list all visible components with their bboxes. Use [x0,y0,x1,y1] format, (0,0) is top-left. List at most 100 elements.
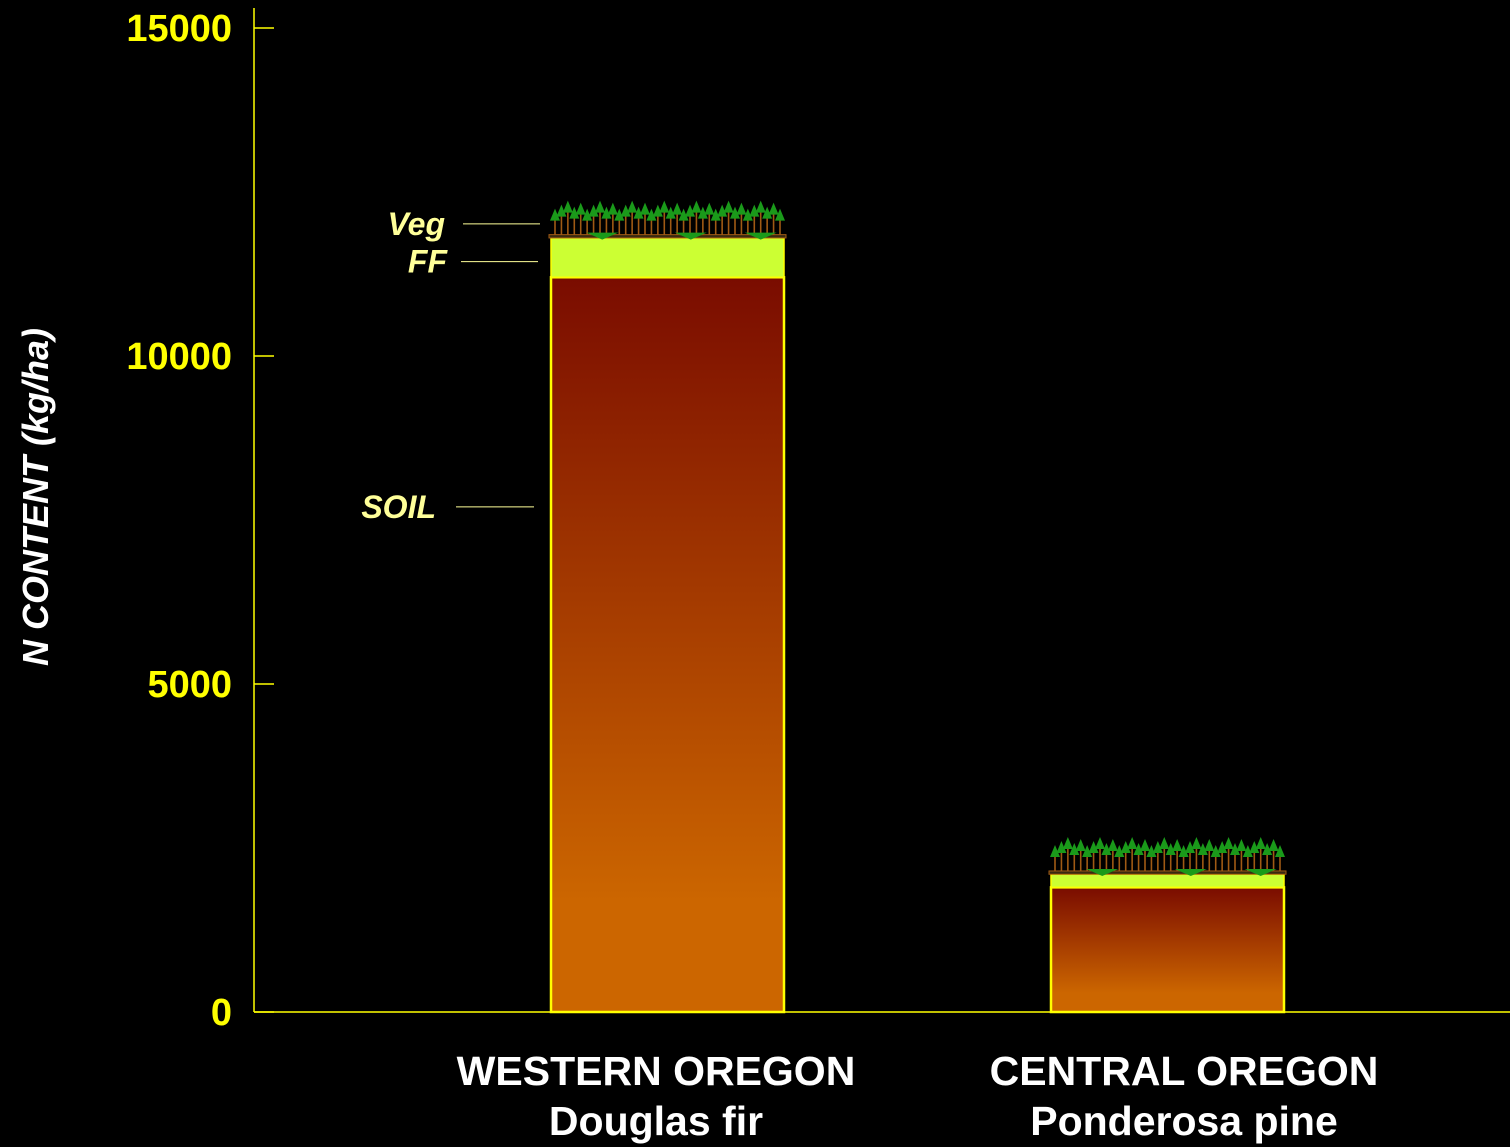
tree-crown [1268,838,1279,851]
tree-crown [1101,842,1112,855]
y-axis-title: N CONTENT (kg/ha) [15,328,56,666]
shrub [586,232,619,240]
tree-crown [1152,840,1163,853]
tree-crown [1262,842,1273,855]
soil-bar-segment [1049,886,1286,1014]
soil-bar-segment [549,276,786,1014]
tree-crown [730,206,740,219]
tree-crown [1242,844,1253,857]
tree-crown [762,206,773,219]
tree-crown [595,200,605,213]
tree-crown [575,202,586,215]
tree-crown [659,200,670,213]
tree-crown [1075,838,1086,851]
layer-label: SOIL [361,489,436,525]
layer-label: Veg [388,206,446,242]
tree-crown [588,204,599,217]
ff-bar-segment [550,237,785,279]
tree-crown [640,202,650,215]
tree-crown [601,206,612,219]
tree-crown [1275,844,1285,857]
tree-crown [736,202,747,215]
tree-crown [678,208,689,221]
y-tick-label: 10000 [126,336,232,378]
tree-crown [633,206,644,219]
bars [548,200,1287,1014]
tree-crown [1165,842,1176,855]
tree-crown [1172,838,1183,851]
tree-crown [1062,836,1073,849]
bar-stack [548,200,787,1014]
tree-crown [550,208,560,221]
tree-crown [627,200,638,213]
tree-crown [1056,840,1067,853]
tree-crown [1114,844,1125,857]
tree-crown [652,204,663,217]
tree-crown [1197,842,1208,855]
tree-crown [704,202,715,215]
tree-crown [1088,840,1099,853]
tree-crown [691,200,702,213]
tree-crown [1204,838,1215,851]
tree-crown [1191,836,1202,849]
tree-crown [672,202,683,215]
tree-crown [1120,840,1131,853]
tree-crown [755,200,766,213]
tree-crown [1095,836,1105,849]
y-tick-label: 5000 [147,664,232,706]
y-tick-label: 0 [211,992,232,1034]
tree-crown [562,200,573,213]
layer-label: FF [408,244,449,280]
ff-bar-segment [1050,873,1285,889]
tree-crown [749,204,760,217]
veg-bar-segment [548,234,787,239]
tree-crown [1223,836,1234,849]
tree-crown [1236,838,1247,851]
tree-crown [697,206,708,219]
tree-crown [1217,840,1228,853]
tree-crown [1133,842,1144,855]
bar-stack [1048,836,1287,1014]
tree-crown [717,204,728,217]
tree-crown [1140,838,1150,851]
tree-crown [569,206,580,219]
category-label-line2: Douglas fir [549,1098,763,1144]
tree-crown [742,208,753,221]
tree-crown [614,208,625,221]
tree-crown [1127,836,1138,849]
category-label-line1: CENTRAL OREGON [990,1048,1379,1094]
tree-crown [1082,844,1093,857]
tree-crown [1210,844,1221,857]
tree-crown [1107,838,1118,851]
shrub [744,232,777,240]
tree-crown [1255,836,1266,849]
shrub [1086,868,1119,876]
y-tick-label: 15000 [126,8,232,50]
tree-crown [1050,844,1060,857]
category-label-line1: WESTERN OREGON [457,1048,856,1094]
shrub [674,232,707,240]
category-label-line2: Ponderosa pine [1030,1098,1338,1144]
tree-crown [710,208,721,221]
tree-crown [685,204,695,217]
tree-crown [582,208,593,221]
tree-crown [1185,840,1195,853]
tree-crown [665,206,676,219]
tree-crown [768,202,779,215]
tree-crown [556,204,567,217]
tree-crown [1146,844,1157,857]
tree-crown [607,202,618,215]
tree-crown [620,204,631,217]
tree-crown [1069,842,1080,855]
tree-crown [1249,840,1260,853]
veg-bar-segment [1048,870,1287,875]
tree-crown [723,200,734,213]
shrub [1174,868,1207,876]
tree-crown [1230,842,1240,855]
y-ticks: 0 5000 10000 15000 [126,8,274,1034]
tree-crown [1178,844,1189,857]
tree-crown [775,208,785,221]
